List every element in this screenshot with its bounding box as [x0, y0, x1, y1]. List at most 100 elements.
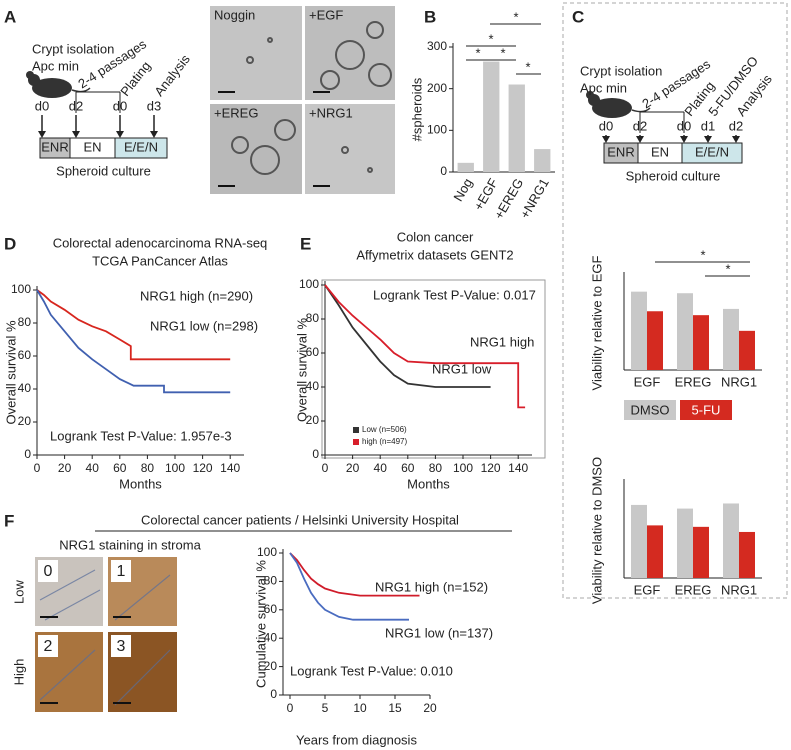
x-tick-label: 10 [353, 701, 367, 715]
x-tick-label: EGF [634, 374, 661, 389]
x-tick-label: 60 [113, 461, 127, 475]
y-tick-label: 60 [18, 348, 32, 362]
y-axis-label: Viability relative to EGF [589, 256, 604, 391]
arrow-head [116, 131, 124, 138]
x-tick-label: EREG [675, 582, 712, 597]
x-tick-label: 140 [508, 461, 528, 475]
legend-swatch [680, 400, 732, 420]
x-tick-label: 0 [34, 461, 41, 475]
y-tick-label: 20 [306, 413, 320, 427]
y-tick-label: 0 [440, 164, 447, 178]
bar [739, 330, 755, 370]
bar [677, 293, 693, 370]
series-label: NRG1 high (n=152) [375, 579, 488, 594]
survival-curve [36, 289, 231, 361]
medium-label: EN [651, 144, 669, 159]
y-axis-label: Overall survival % [294, 318, 309, 422]
score-box [111, 560, 131, 582]
series-label: NRG1 low (n=137) [385, 625, 493, 640]
arrow-head [732, 136, 740, 143]
bar [534, 149, 551, 172]
medium-label: ENR [41, 139, 68, 154]
panel-letter: A [4, 7, 16, 26]
y-axis-label: Cumulative survival % [253, 560, 268, 688]
bar [677, 508, 693, 578]
schematic-caption: Spheroid culture [626, 168, 721, 183]
medium-box [681, 142, 743, 164]
micrographs [210, 6, 395, 194]
bar [508, 84, 525, 172]
annotation: NRG1 low [432, 361, 492, 376]
legend-swatch [353, 439, 359, 445]
micrograph-label: Noggin [214, 7, 255, 22]
medium-box [114, 137, 168, 159]
x-tick-label: EREG [675, 374, 712, 389]
micrograph-label: +EGF [309, 7, 343, 22]
sig-star: * [525, 59, 530, 74]
sig-star: * [488, 31, 493, 46]
bar [483, 61, 500, 173]
x-tick-label: 100 [165, 461, 185, 475]
score-label: 2 [44, 638, 53, 655]
bar [631, 291, 647, 370]
day-label: d2 [633, 118, 647, 133]
sig-star: * [500, 45, 505, 60]
mouse-icon [26, 71, 91, 98]
y-tick-label: 300 [427, 39, 447, 53]
medium-label: E/E/N [124, 139, 158, 154]
day-label: d2 [729, 118, 743, 133]
x-tick-label: 120 [481, 461, 501, 475]
arrow-head [680, 136, 688, 143]
score-label: 3 [117, 638, 126, 655]
y-tick-label: 0 [24, 447, 31, 461]
micrograph-label: +EREG [214, 105, 258, 120]
score-box [38, 560, 58, 582]
day-label: d0 [113, 98, 127, 113]
x-axis-label: Months [119, 476, 162, 491]
day-label: d0 [677, 118, 691, 133]
group-label: Low [11, 579, 26, 603]
legend-label: high (n=497) [362, 437, 407, 446]
schematic-header: Apc min [580, 80, 627, 95]
bar [693, 315, 709, 370]
panel-letter: F [4, 511, 14, 530]
staining-title: NRG1 staining in stroma [59, 537, 201, 552]
schematic-caption: Spheroid culture [56, 163, 151, 178]
score-box [38, 635, 58, 657]
schematic-header: Apc min [32, 58, 79, 73]
score-box [111, 635, 131, 657]
series-label: NRG1 low (n=298) [150, 318, 258, 333]
survival-curve [289, 552, 420, 597]
annotation: NRG1 high [470, 334, 534, 349]
x-tick-label: 100 [453, 461, 473, 475]
panel-letter: B [424, 7, 436, 26]
bar [647, 525, 663, 578]
y-tick-label: 40 [264, 630, 278, 644]
series-label: NRG1 high (n=290) [140, 288, 253, 303]
arrow-head [38, 131, 46, 138]
y-tick-label: 40 [18, 381, 32, 395]
y-tick-label: 100 [427, 123, 447, 137]
y-axis-label: #spheroids [409, 77, 424, 141]
sig-star: * [700, 247, 705, 262]
x-tick-label: 0 [322, 461, 329, 475]
score-label: 1 [117, 563, 126, 580]
legend-swatch [353, 427, 359, 433]
arrow-head [150, 131, 158, 138]
medium-label: E/E/N [695, 144, 729, 159]
day-label: d2 [69, 98, 83, 113]
y-axis-label: Viability relative to DMSO [589, 457, 604, 604]
bar [723, 308, 739, 370]
legend-swatch [624, 400, 676, 420]
x-tick-label: 0 [287, 701, 294, 715]
x-tick-label: 80 [429, 461, 443, 475]
y-tick-label: 80 [18, 315, 32, 329]
x-axis-label: Months [407, 476, 450, 491]
sig-star: * [513, 9, 518, 24]
x-tick-label: 15 [388, 701, 402, 715]
survival-curve [324, 284, 526, 409]
medium-label: ENR [607, 144, 634, 159]
sig-star: * [725, 261, 730, 276]
bar [631, 504, 647, 578]
x-axis-label: Years from diagnosis [296, 732, 417, 747]
